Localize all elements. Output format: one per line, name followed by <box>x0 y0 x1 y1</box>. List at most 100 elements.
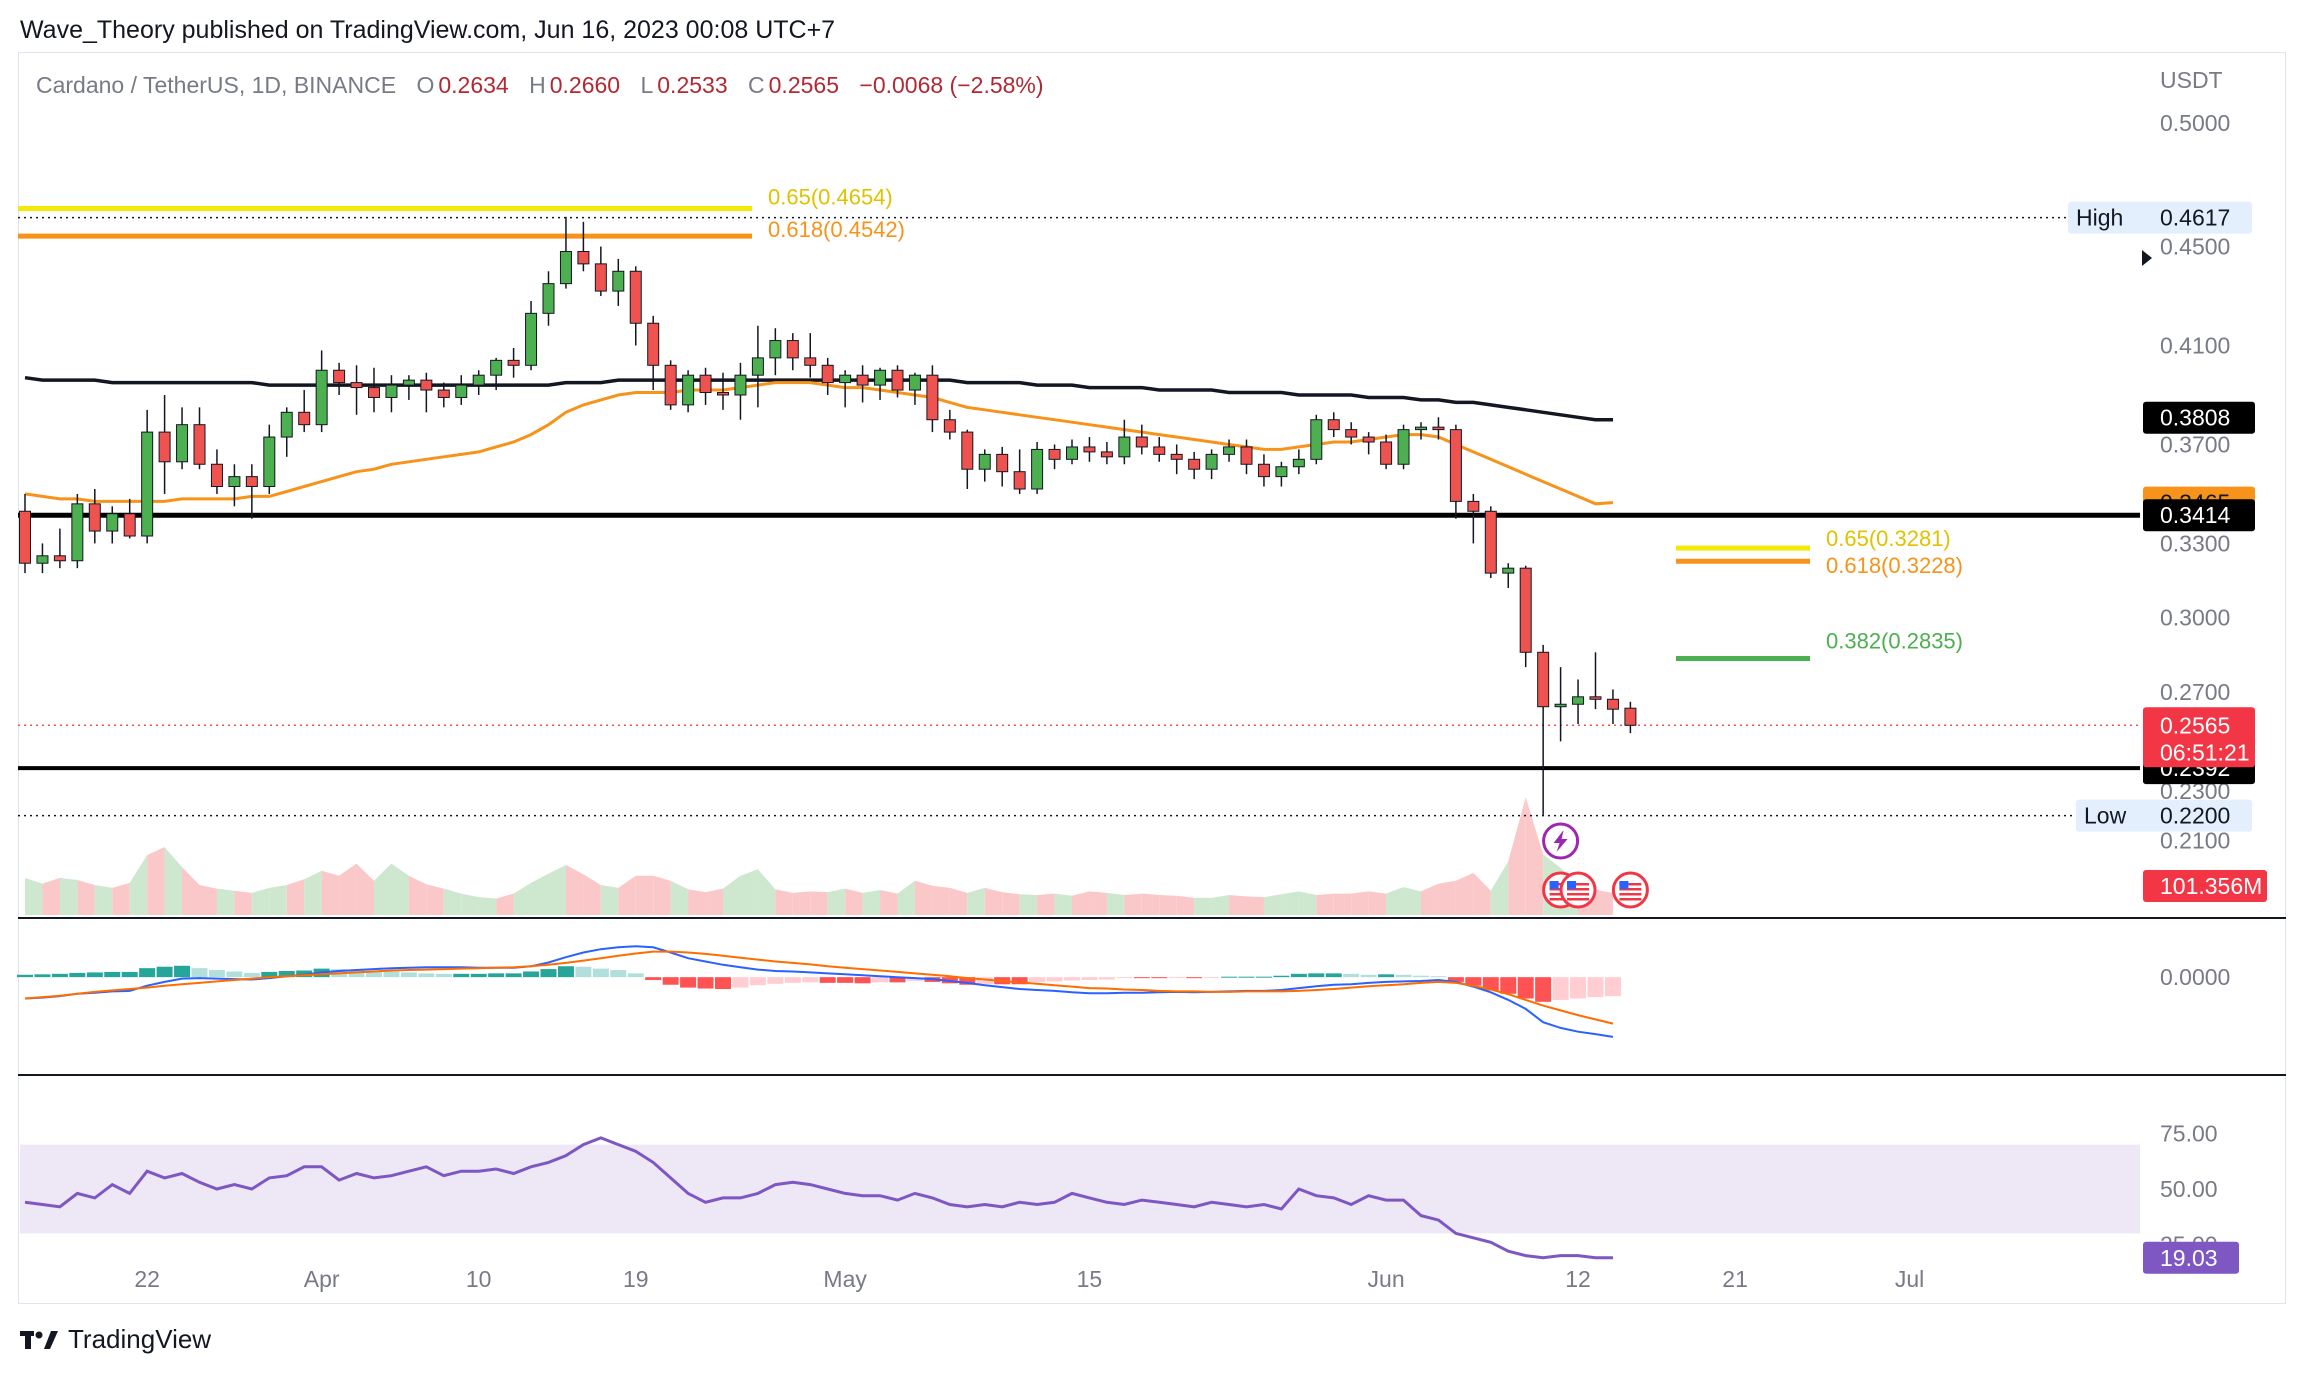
macd-signal-line <box>24 950 1614 1025</box>
volume-area-4 <box>94 885 113 915</box>
volume-area-71 <box>1263 894 1282 915</box>
candle-body-51 <box>908 374 921 391</box>
rsi-tick-label-1: 50.00 <box>2160 1176 2218 1202</box>
macd-line <box>24 945 1614 1038</box>
candle-body-65 <box>1153 446 1166 455</box>
macd-hist-bar-40 <box>715 977 731 990</box>
fib-065-upper-label: 0.65(0.4654) <box>768 184 893 209</box>
low-tag-bg <box>2076 799 2252 832</box>
ema-long-badge-bg <box>2143 401 2255 434</box>
candle-body-3 <box>71 503 84 562</box>
volume-area-38 <box>688 889 706 915</box>
candle-body-84 <box>1484 510 1497 574</box>
volume-badge-bg <box>2143 870 2267 902</box>
volume-area-67 <box>1194 897 1212 915</box>
candle-body-58 <box>1031 448 1044 490</box>
volume-area-90 <box>1595 890 1613 915</box>
candle-body-80 <box>1415 426 1427 431</box>
candle-body-1 <box>36 555 49 564</box>
event-us-flag-icon-3-stripe-1 <box>1619 888 1642 891</box>
macd-hist-bar-71 <box>1255 976 1272 978</box>
macd-hist-bar-0 <box>17 974 33 978</box>
macd-hist-bar-63 <box>1116 977 1133 979</box>
event-us-flag-icon-3[interactable] <box>1611 871 1649 909</box>
volume-area-25 <box>461 893 479 915</box>
volume-area-56 <box>1002 892 1020 915</box>
volume-area-33 <box>600 885 619 915</box>
price-tick-label-1: 0.4500 <box>2160 234 2230 260</box>
volume-area-62 <box>1106 892 1125 915</box>
support-upper-badge: 0.3414 <box>2160 502 2231 528</box>
macd-hist-bar-13 <box>243 972 260 978</box>
x-tick-label-8: 21 <box>1722 1266 1748 1292</box>
macd-zero-label: 0.0000 <box>2160 964 2230 990</box>
macd-hist-bar-11 <box>208 970 225 978</box>
macd-hist-bar-28 <box>505 973 522 978</box>
volume-area-80 <box>1421 883 1439 915</box>
volume-area-1 <box>42 877 60 915</box>
volume-area-12 <box>234 890 252 915</box>
macd-hist-bar-42 <box>749 977 766 986</box>
candle-body-55 <box>978 453 991 470</box>
volume-area-85 <box>1508 797 1526 915</box>
open-value: 0.2634 <box>438 72 509 98</box>
price-tick-label-4: 0.3300 <box>2160 530 2230 556</box>
volume-area-55 <box>984 887 1003 915</box>
x-tick-label-3: 19 <box>623 1266 649 1292</box>
candle-body-57 <box>1013 471 1026 490</box>
macd-hist-bar-20 <box>366 970 382 978</box>
macd-hist-bar-38 <box>680 977 697 988</box>
candle-body-17 <box>315 369 328 426</box>
macd-hist-bar-15 <box>278 970 295 978</box>
volume-area-44 <box>792 891 811 915</box>
candle-body-36 <box>647 322 660 366</box>
volume-area-19 <box>356 863 374 915</box>
macd-hist-bar-14 <box>261 971 278 978</box>
candle-body-87 <box>1537 651 1550 708</box>
candle-body-54 <box>961 431 974 470</box>
candle-body-52 <box>926 374 939 421</box>
event-us-flag-icon-2-stripe-2 <box>1567 893 1590 896</box>
candle-body-88 <box>1554 703 1567 708</box>
candle-body-33 <box>594 263 607 292</box>
macd-hist-bar-60 <box>1064 977 1080 981</box>
macd-hist-bar-24 <box>435 973 452 978</box>
event-us-flag-icon-2-stripe-1 <box>1567 888 1590 891</box>
rsi-badge: 19.03 <box>2160 1245 2218 1271</box>
macd-hist-bar-45 <box>802 977 819 983</box>
candle-body-22 <box>402 379 415 386</box>
candle-body-41 <box>734 374 747 396</box>
candle-body-90 <box>1589 696 1602 700</box>
fib-0382-lower-label: 0.382(0.2835) <box>1826 628 1963 653</box>
candle-body-42 <box>751 357 764 376</box>
event-us-flag-icon-2[interactable] <box>1559 871 1597 909</box>
candle-body-30 <box>542 283 555 314</box>
macd-hist-bar-25 <box>453 973 470 978</box>
event-us-flag-icon-3-stripe-2 <box>1619 893 1642 896</box>
macd-hist-bar-85 <box>1500 977 1517 994</box>
macd-hist-bar-50 <box>889 977 906 983</box>
volume-area-57 <box>1019 894 1038 915</box>
candle-body-4 <box>88 503 101 532</box>
macd-hist-bar-9 <box>174 965 191 978</box>
event-us-flag-icon-1-canton <box>1549 881 1559 889</box>
macd-hist-bar-69 <box>1221 976 1238 978</box>
high-key: H <box>529 72 546 98</box>
macd-hist-bar-19 <box>348 970 365 978</box>
volume-area-74 <box>1316 893 1334 915</box>
volume-area-40 <box>723 875 741 915</box>
macd-hist-bar-7 <box>139 968 156 978</box>
candle-body-7 <box>141 431 154 537</box>
macd-hist-bar-83 <box>1465 977 1482 986</box>
price-tick-label-2: 0.4100 <box>2160 333 2230 359</box>
macd-hist-bar-10 <box>191 968 208 978</box>
volume-area-86 <box>1525 797 1544 915</box>
publish-line: Wave_Theory published on TradingView.com… <box>20 16 836 44</box>
macd-hist-bar-21 <box>383 971 400 978</box>
footer-brand[interactable]: TradingView <box>20 1324 211 1355</box>
macd-hist-bar-31 <box>557 966 574 978</box>
fib-0618-upper-label: 0.618(0.4542) <box>768 217 905 242</box>
event-lightning-icon[interactable] <box>1542 822 1580 860</box>
volume-area-79 <box>1403 887 1421 915</box>
